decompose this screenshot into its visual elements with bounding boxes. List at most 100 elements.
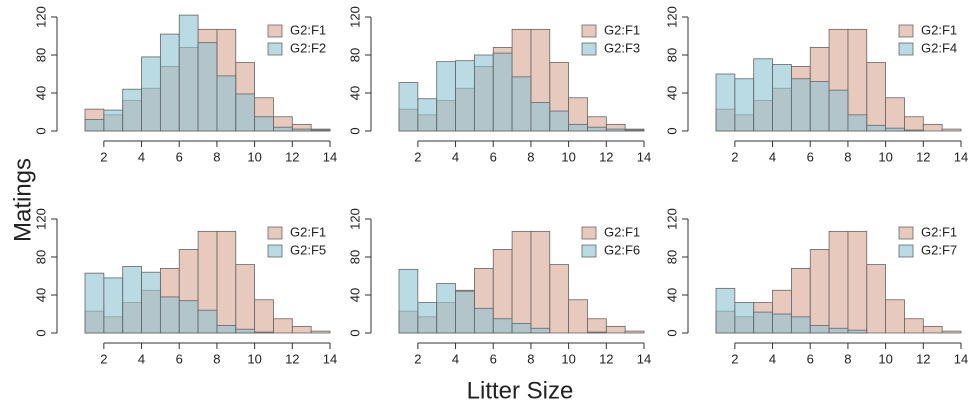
histogram-bar — [291, 128, 312, 132]
histogram-bar — [885, 97, 905, 132]
histogram-bar — [310, 129, 331, 132]
histogram-bar — [734, 78, 755, 132]
histogram-bar — [122, 266, 142, 334]
legend-swatch — [267, 42, 283, 56]
histogram-bar — [530, 230, 551, 334]
histogram-bar — [904, 318, 924, 334]
histogram-bar — [273, 126, 293, 132]
histogram-bar — [216, 230, 237, 334]
histogram-bar — [159, 33, 180, 132]
histogram-bar — [254, 299, 274, 334]
histogram-bar — [809, 248, 830, 334]
x-tick-label: 8 — [844, 351, 851, 366]
y-tick-label: 80 — [347, 48, 362, 62]
x-tick-label: 14 — [323, 149, 337, 164]
histogram-bar — [885, 299, 905, 334]
histogram-bar — [436, 61, 456, 132]
x-tick-label: 12 — [599, 351, 613, 366]
histogram-bar — [197, 42, 218, 132]
histogram-bar — [310, 330, 331, 334]
y-tick-label: 80 — [33, 250, 48, 264]
histogram-bar — [715, 287, 736, 334]
legend-swatch — [898, 24, 914, 38]
x-tick-label: 12 — [916, 149, 930, 164]
legend-label: G2:F1 — [604, 22, 640, 37]
histogram-bar — [530, 102, 551, 132]
x-tick-label: 10 — [247, 351, 261, 366]
histogram-bar — [235, 93, 256, 132]
histogram-bar — [624, 330, 645, 334]
x-tick-label: 12 — [599, 149, 613, 164]
histogram-bar — [455, 290, 475, 334]
legend-swatch — [267, 226, 283, 240]
x-tick-label: 12 — [285, 351, 299, 366]
legend-label: G2:F5 — [290, 242, 326, 257]
histogram-bar — [847, 114, 868, 132]
histogram-bar — [254, 116, 274, 132]
x-tick-label: 2 — [731, 149, 738, 164]
legend-label: G2:F1 — [921, 22, 957, 37]
histogram-bar — [587, 318, 607, 334]
histogram-bar — [492, 52, 513, 132]
legend-swatch — [898, 42, 914, 56]
legend-label: G2:F4 — [921, 40, 957, 55]
legend-swatch — [581, 24, 597, 38]
histogram-bar — [941, 330, 962, 334]
histogram-bar — [235, 264, 256, 334]
histogram-bar — [178, 14, 199, 132]
histogram-bar — [103, 109, 124, 132]
histogram-bar — [492, 318, 513, 334]
legend-label: G2:F1 — [604, 224, 640, 239]
histogram-bar — [885, 127, 905, 132]
y-tick-label: 0 — [664, 127, 679, 134]
y-tick-label: 0 — [664, 329, 679, 336]
histogram-bar — [772, 64, 792, 132]
legend-label: G2:F1 — [290, 224, 326, 239]
x-tick-label: 8 — [213, 149, 220, 164]
histogram-bar — [772, 313, 792, 334]
histogram-bar — [753, 311, 773, 334]
y-tick-label: 120 — [347, 208, 362, 230]
x-tick-label: 4 — [138, 149, 145, 164]
histogram-bar — [734, 302, 755, 334]
x-tick-label: 12 — [916, 351, 930, 366]
x-tick-label: 8 — [527, 149, 534, 164]
histogram-bar — [904, 116, 924, 132]
histogram-bar — [398, 268, 419, 334]
y-tick-label: 0 — [33, 329, 48, 336]
histogram-bar — [828, 327, 849, 334]
x-tick-label: 4 — [452, 149, 459, 164]
histogram-bar — [866, 124, 887, 132]
histogram-bar — [828, 89, 849, 132]
x-tick-label: 8 — [844, 149, 851, 164]
x-tick-label: 4 — [769, 351, 776, 366]
y-tick-label: 40 — [33, 86, 48, 100]
y-tick-label: 40 — [347, 86, 362, 100]
histogram-bar — [753, 58, 773, 132]
y-tick-label: 40 — [664, 288, 679, 302]
histogram-bar — [511, 323, 532, 334]
y-tick-label: 0 — [347, 329, 362, 336]
histogram-bar — [398, 82, 419, 132]
y-tick-label: 120 — [33, 6, 48, 28]
x-tick-label: 14 — [637, 351, 651, 366]
histogram-bar — [84, 119, 105, 132]
histogram-bar — [216, 75, 237, 132]
x-tick-label: 12 — [285, 149, 299, 164]
histogram-bar — [624, 129, 645, 132]
legend-swatch — [267, 24, 283, 38]
histogram-bar — [941, 128, 962, 132]
x-tick-label: 4 — [452, 351, 459, 366]
histogram-bar — [511, 230, 532, 334]
x-tick-label: 14 — [637, 149, 651, 164]
histogram-bar — [216, 324, 237, 334]
histogram-bar — [178, 300, 199, 334]
y-tick-label: 120 — [664, 208, 679, 230]
x-tick-label: 10 — [561, 351, 575, 366]
histogram-bar — [254, 331, 274, 334]
histogram-bar — [273, 318, 293, 334]
legend-label: G2:F1 — [290, 22, 326, 37]
legend-swatch — [898, 226, 914, 240]
